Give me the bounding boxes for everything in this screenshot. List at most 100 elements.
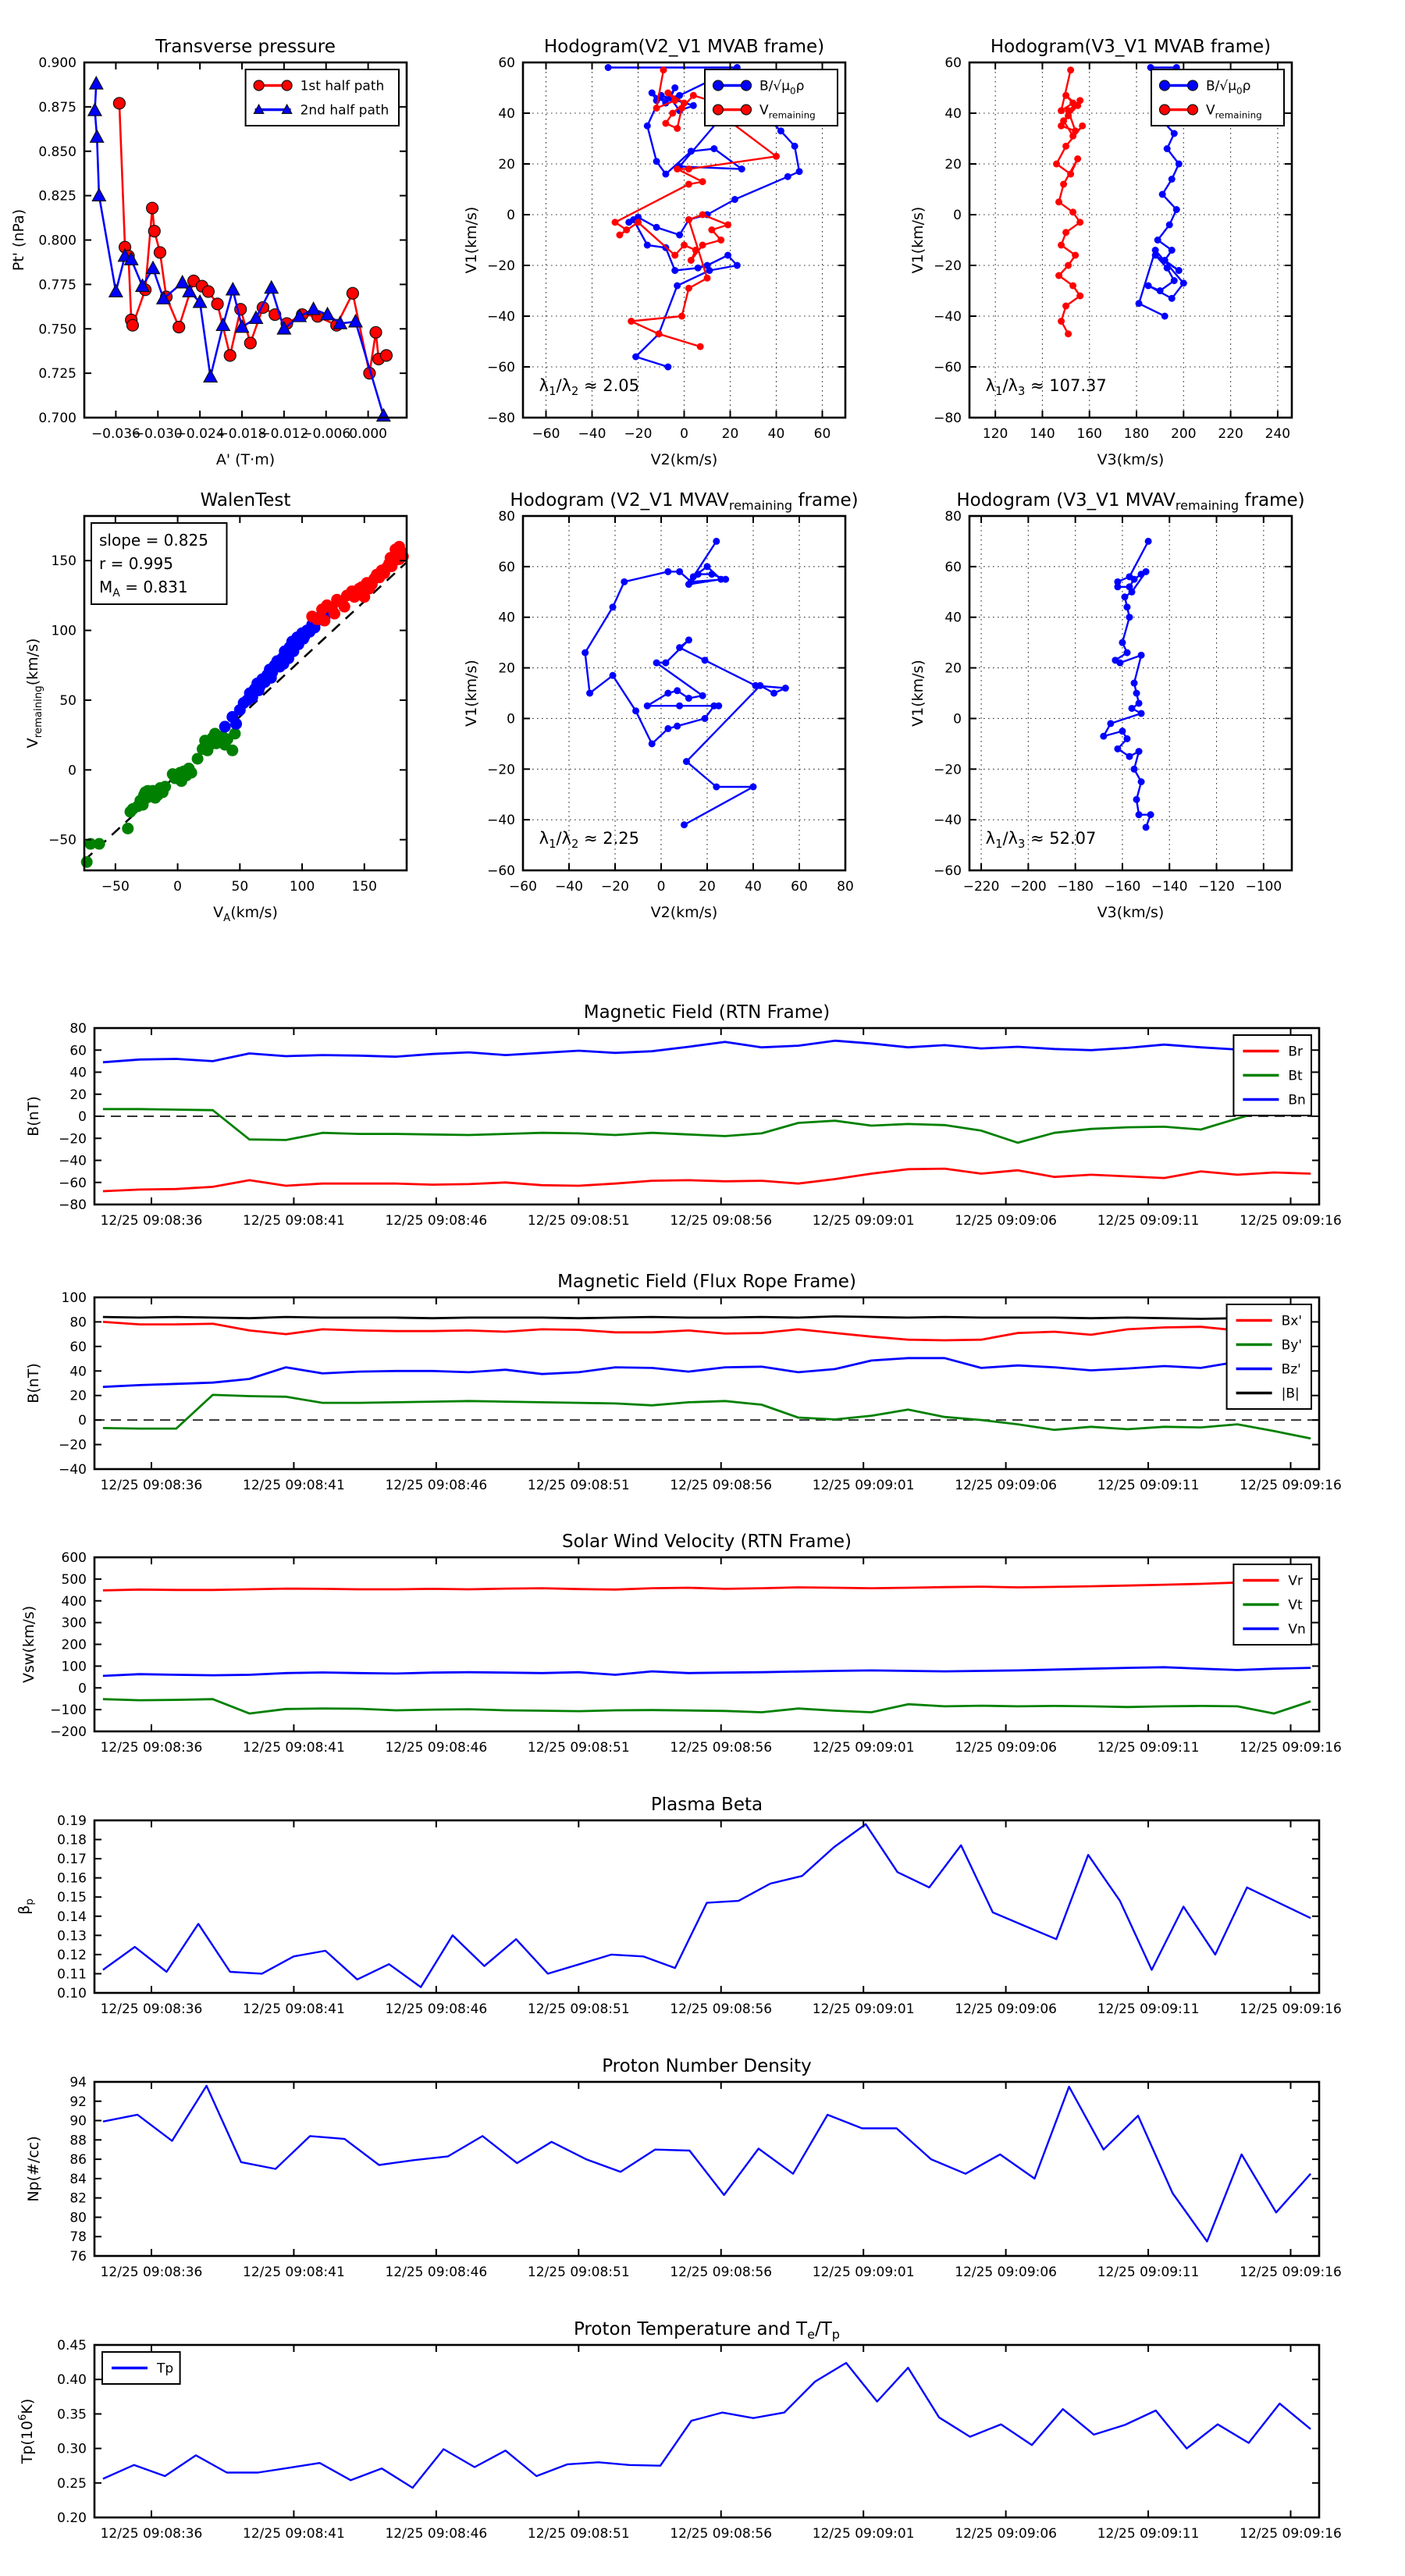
x-tick-label: 12/25 09:08:56	[670, 1478, 772, 1493]
series-1st half path-line	[118, 103, 387, 375]
x-tick-label: −60	[509, 879, 537, 895]
x-tick-label: 12/25 09:08:36	[101, 2526, 203, 2542]
y-axis-label: B(nT)	[25, 1096, 42, 1137]
circle-marker	[628, 318, 635, 325]
circle-marker	[1062, 142, 1070, 150]
y-tick-label: 0.14	[57, 1909, 87, 1925]
circle-marker	[346, 286, 359, 300]
y-tick-label: 94	[69, 2075, 87, 2090]
chart-transverse-pressure: −0.036−0.030−0.024−0.018−0.012−0.0060.00…	[10, 37, 408, 468]
circle-marker	[1126, 753, 1133, 760]
circle-marker	[230, 717, 243, 730]
y-tick-label: 20	[944, 661, 962, 677]
legend: Vr Vt Vn	[1232, 1564, 1313, 1646]
x-tick-label: 12/25 09:09:11	[1097, 1213, 1200, 1229]
circle-marker	[1114, 745, 1122, 753]
annotation-text: λ1/λ3 ≈ 52.07	[986, 829, 1097, 851]
axes-frame	[521, 514, 847, 872]
circle-marker	[318, 614, 331, 627]
circle-marker	[616, 231, 624, 239]
x-tick-label: 12/25 09:08:56	[670, 1740, 772, 1756]
circle-marker	[685, 216, 692, 223]
circle-marker	[1069, 132, 1077, 140]
circle-marker	[701, 656, 709, 664]
x-tick-label: 12/25 09:09:01	[813, 2001, 915, 2017]
circle-marker	[722, 575, 730, 583]
annotation-text: λ1/λ2 ≈ 2.05	[539, 376, 639, 398]
circle-marker	[338, 600, 350, 613]
x-tick-label: −0.018	[218, 426, 267, 442]
x-axis-label: V2(km/s)	[651, 451, 718, 468]
circle-marker	[648, 89, 656, 97]
x-tick-label: 12/25 09:09:06	[955, 1740, 1057, 1756]
circle-marker	[678, 312, 686, 320]
y-tick-label: 150	[52, 553, 76, 569]
stats-line: slope = 0.825	[99, 531, 208, 550]
x-tick-label: 80	[837, 879, 854, 895]
circle-marker	[253, 80, 265, 91]
y-tick-label: −20	[934, 762, 962, 777]
x-tick-label: 0	[680, 426, 688, 442]
chart-plasma-beta: 12/25 09:08:36 12/25 09:08:41 12/25 09:08:…	[16, 1795, 1342, 2017]
x-tick-label: 0	[173, 879, 182, 895]
y-tick-label: −20	[487, 762, 515, 777]
circle-marker	[1144, 537, 1152, 545]
legend: 1st half path 2nd half path	[244, 69, 400, 126]
y-tick-label: 0	[953, 208, 962, 223]
x-tick-label: 220	[1218, 426, 1243, 442]
x-tick-label: 100	[290, 879, 315, 895]
circle-marker	[685, 180, 692, 188]
circle-marker	[1151, 247, 1159, 254]
y-tick-label: 0.40	[57, 2372, 87, 2388]
axes-frame	[968, 514, 1293, 872]
x-tick-label: 12/25 09:09:06	[955, 2526, 1057, 2542]
x-tick-label: 12/25 09:08:56	[670, 1213, 772, 1229]
y-tick-label: 0.12	[57, 1948, 87, 1963]
x-tick-label: 12/25 09:08:41	[243, 2001, 345, 2017]
y-tick-label: 0.35	[57, 2407, 87, 2422]
x-tick-label: 12/25 09:09:11	[1097, 2526, 1200, 2542]
y-tick-label: 40	[69, 1364, 87, 1379]
circle-marker	[1107, 720, 1115, 728]
y-tick-label: −60	[487, 863, 515, 879]
circle-marker	[1135, 748, 1143, 756]
circle-marker	[1100, 732, 1108, 740]
circle-marker	[1128, 704, 1136, 712]
circle-marker	[662, 119, 670, 127]
legend-label: Bt	[1288, 1069, 1303, 1084]
chart-title: Plasma Beta	[651, 1795, 763, 1815]
triangle-marker	[108, 283, 123, 297]
x-tick-label: 12/25 09:08:36	[101, 1478, 203, 1493]
x-tick-label: −200	[1010, 879, 1047, 895]
circle-marker	[795, 168, 803, 176]
triangle-marker	[182, 283, 197, 297]
chart-title: Transverse pressure	[155, 37, 336, 57]
circle-marker	[708, 571, 716, 578]
circle-marker	[635, 219, 642, 226]
x-tick-label: 12/25 09:09:16	[1240, 1213, 1342, 1229]
circle-marker	[1163, 145, 1171, 152]
x-tick-label: 240	[1265, 426, 1290, 442]
circle-marker	[699, 211, 706, 219]
series-V-remaining-markers	[1053, 66, 1087, 338]
circle-marker	[674, 125, 681, 132]
x-tick-label: 20	[722, 426, 739, 442]
y-tick-label: 100	[62, 1290, 87, 1306]
x-tick-label: 12/25 09:08:51	[528, 1478, 630, 1493]
circle-marker	[1142, 824, 1150, 831]
circle-marker	[1067, 170, 1075, 178]
circle-marker	[582, 649, 589, 656]
circle-marker	[1065, 112, 1072, 119]
x-tick-label: 200	[1171, 426, 1196, 442]
circle-marker	[1053, 160, 1061, 168]
legend-label: |B|	[1282, 1386, 1300, 1402]
x-tick-label: 12/25 09:08:41	[243, 1478, 345, 1493]
chart-title: Magnetic Field (Flux Rope Frame)	[557, 1272, 856, 1292]
circle-marker	[1151, 251, 1159, 259]
y-tick-label: 80	[69, 1021, 87, 1037]
y-tick-label: −40	[59, 1154, 87, 1169]
y-tick-label: 80	[498, 509, 515, 525]
circle-marker	[674, 165, 681, 173]
y-tick-label: 0	[507, 711, 515, 727]
y-tick-label: 40	[69, 1066, 87, 1081]
